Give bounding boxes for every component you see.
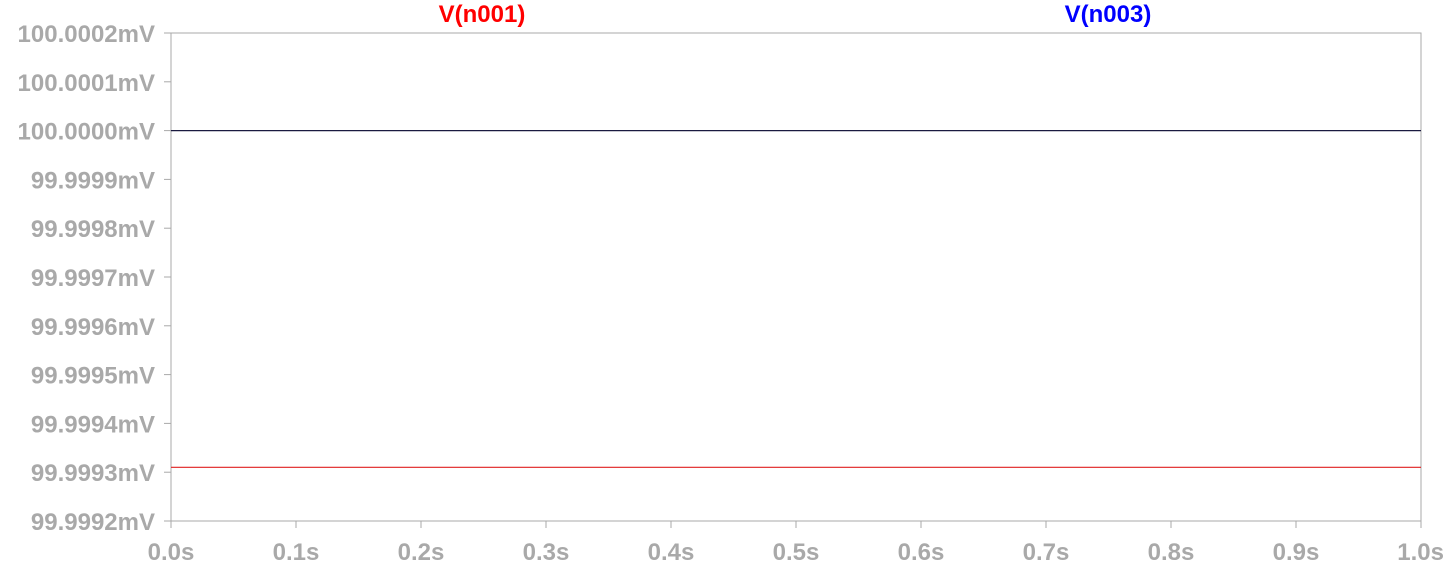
y-tick-label: 99.9996mV	[31, 314, 155, 341]
x-tick-label: 0.2s	[398, 539, 445, 566]
x-tick-label: 0.8s	[1148, 539, 1195, 566]
y-tick-label: 99.9999mV	[31, 167, 155, 194]
x-tick-label: 0.4s	[648, 539, 695, 566]
x-tick-label: 0.3s	[523, 539, 570, 566]
x-tick-label: 0.1s	[273, 539, 320, 566]
y-tick-label: 100.0000mV	[18, 119, 155, 146]
y-axis: 100.0002mV 100.0001mV 100.0000mV 99.9999mV 9…	[18, 21, 171, 536]
x-axis: 0.0s 0.1s 0.2s 0.3s 0.4s 0.5s 0.6s 0.7s 0.8s 0.9s…	[148, 521, 1444, 566]
y-tick-label: 99.9992mV	[31, 509, 155, 536]
y-tick-label: 99.9997mV	[31, 265, 155, 292]
y-tick-label: 99.9993mV	[31, 460, 155, 487]
x-tick-label: 0.6s	[898, 539, 945, 566]
x-tick-label: 0.0s	[148, 539, 195, 566]
x-tick-label: 0.5s	[773, 539, 820, 566]
y-tick-label: 99.9994mV	[31, 411, 155, 438]
plot-area	[170, 32, 1422, 522]
x-tick-label: 0.9s	[1273, 539, 1320, 566]
x-tick-label: 0.7s	[1023, 539, 1070, 566]
series-lines	[171, 130, 1421, 468]
y-tick-label: 100.0001mV	[18, 70, 155, 97]
y-tick-label: 99.9995mV	[31, 363, 155, 390]
legend-label-v-n003: V(n003)	[1065, 1, 1152, 28]
legend-label-v-n001: V(n001)	[439, 1, 526, 28]
y-tick-label: 99.9998mV	[31, 216, 155, 243]
x-tick-label: 1.0s	[1397, 539, 1444, 566]
y-tick-label: 100.0002mV	[18, 21, 155, 48]
